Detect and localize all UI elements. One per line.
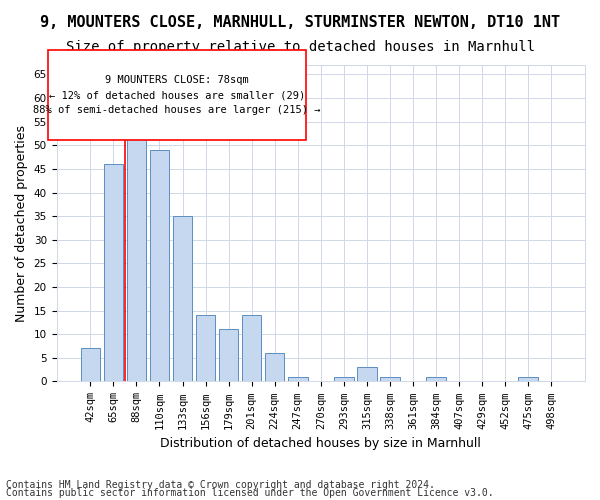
Bar — [149, 150, 169, 382]
Bar — [127, 126, 146, 382]
Text: 9 MOUNTERS CLOSE: 78sqm
← 12% of detached houses are smaller (29)
88% of semi-de: 9 MOUNTERS CLOSE: 78sqm ← 12% of detache… — [33, 75, 321, 115]
Bar — [219, 330, 238, 382]
Bar — [242, 316, 262, 382]
Bar — [104, 164, 123, 382]
Text: Contains public sector information licensed under the Open Government Licence v3: Contains public sector information licen… — [6, 488, 494, 498]
Y-axis label: Number of detached properties: Number of detached properties — [15, 124, 28, 322]
Bar — [80, 348, 100, 382]
Bar — [196, 316, 215, 382]
Bar — [380, 376, 400, 382]
Bar — [334, 376, 353, 382]
Bar — [518, 376, 538, 382]
Bar — [173, 216, 193, 382]
Text: Contains HM Land Registry data © Crown copyright and database right 2024.: Contains HM Land Registry data © Crown c… — [6, 480, 435, 490]
Bar — [288, 376, 308, 382]
Text: 9, MOUNTERS CLOSE, MARNHULL, STURMINSTER NEWTON, DT10 1NT: 9, MOUNTERS CLOSE, MARNHULL, STURMINSTER… — [40, 15, 560, 30]
Bar — [265, 353, 284, 382]
X-axis label: Distribution of detached houses by size in Marnhull: Distribution of detached houses by size … — [160, 437, 481, 450]
Bar — [357, 368, 377, 382]
Bar — [426, 376, 446, 382]
Text: Size of property relative to detached houses in Marnhull: Size of property relative to detached ho… — [65, 40, 535, 54]
